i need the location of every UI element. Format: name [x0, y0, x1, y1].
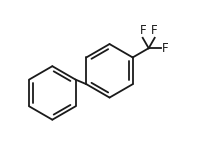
- Text: F: F: [150, 24, 157, 37]
- Text: F: F: [162, 42, 169, 55]
- Text: F: F: [140, 24, 147, 37]
